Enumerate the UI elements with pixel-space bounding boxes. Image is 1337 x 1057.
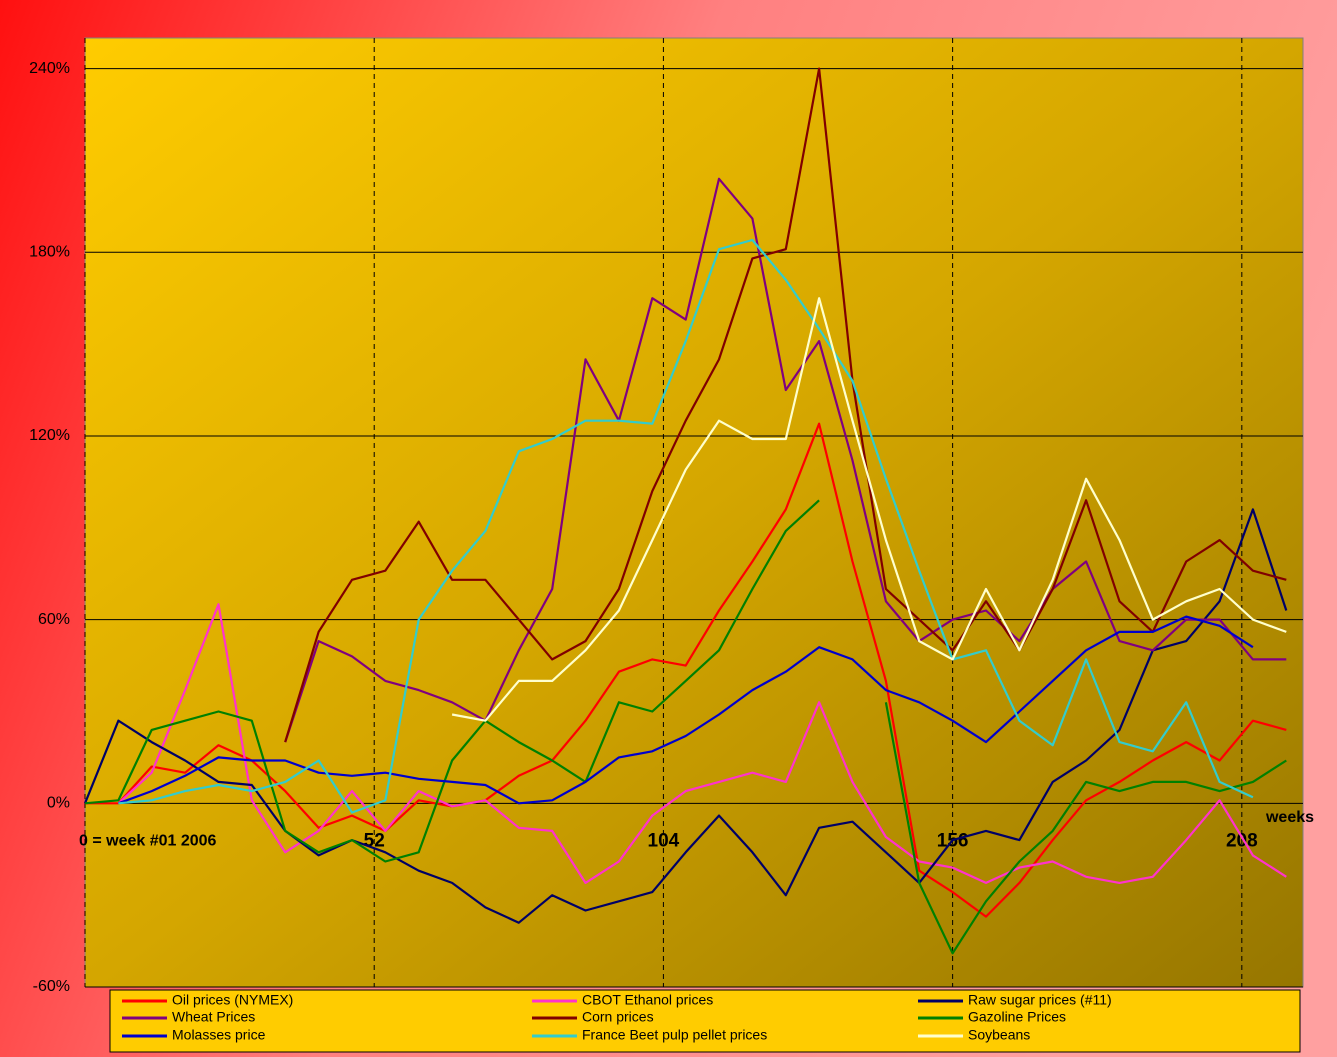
legend-label: France Beet pulp pellet prices — [582, 1027, 767, 1043]
legend-label: Raw sugar prices (#11) — [968, 992, 1112, 1008]
legend-label: Molasses price — [172, 1027, 266, 1043]
y-tick-label: 180% — [29, 244, 70, 261]
x-tick-label: 104 — [648, 830, 680, 851]
series-line — [118, 238, 1254, 814]
y-tick-label: -60% — [33, 978, 70, 995]
series-line — [85, 422, 1287, 918]
legend-box — [109, 989, 1301, 1053]
legend-label: Wheat Prices — [172, 1009, 255, 1025]
y-tick-label: 120% — [29, 427, 70, 444]
legend-label: Gazoline Prices — [968, 1009, 1066, 1025]
series-line — [451, 297, 1287, 722]
y-tick-label: 60% — [38, 611, 70, 628]
series-line — [84, 499, 1287, 955]
legend-label: Corn prices — [582, 1009, 654, 1025]
series-line — [284, 177, 1287, 743]
x-tick-label: 208 — [1226, 830, 1258, 851]
legend-label: Oil prices (NYMEX) — [172, 992, 293, 1008]
x-axis-label: weeks — [1265, 809, 1314, 826]
x-tick-label: 0 = week #01 2006 — [79, 833, 217, 850]
series-line — [117, 603, 1287, 884]
plot-area — [84, 37, 1304, 988]
legend-label: CBOT Ethanol prices — [582, 992, 713, 1008]
y-tick-label: 240% — [29, 60, 70, 77]
y-tick-label: 0% — [47, 795, 70, 812]
series-line — [284, 67, 1287, 743]
legend-label: Soybeans — [968, 1027, 1030, 1043]
